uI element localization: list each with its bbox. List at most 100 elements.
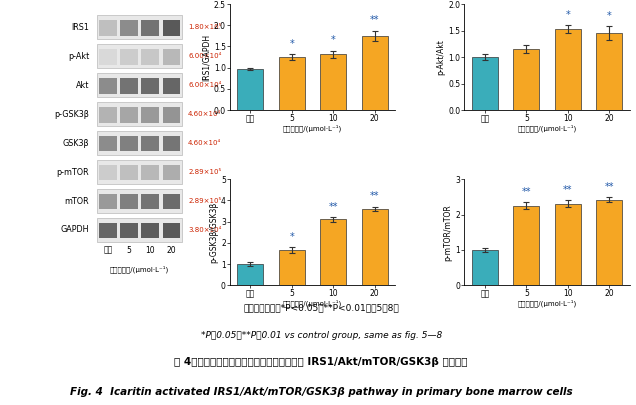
Text: *: * xyxy=(289,232,294,242)
Text: **: ** xyxy=(370,192,380,201)
Bar xyxy=(472,57,498,110)
Text: *P＜0.05　**P＜0.01 vs control group, same as fig. 5—8: *P＜0.05 **P＜0.01 vs control group, same … xyxy=(200,330,442,340)
FancyBboxPatch shape xyxy=(163,136,181,151)
Text: *: * xyxy=(289,39,294,49)
Text: 1.80×10⁵: 1.80×10⁵ xyxy=(188,24,221,30)
FancyBboxPatch shape xyxy=(141,194,159,209)
Bar xyxy=(513,206,539,285)
Bar xyxy=(321,220,346,285)
FancyBboxPatch shape xyxy=(141,136,159,151)
Bar xyxy=(555,29,581,110)
FancyBboxPatch shape xyxy=(99,223,117,239)
Text: IRS1: IRS1 xyxy=(71,23,89,32)
FancyBboxPatch shape xyxy=(141,107,159,122)
Text: Fig. 4  Icaritin activated IRS1/Akt/mTOR/GSK3β pathway in primary bone marrow ce: Fig. 4 Icaritin activated IRS1/Akt/mTOR/… xyxy=(70,387,572,397)
Bar xyxy=(555,204,581,285)
FancyBboxPatch shape xyxy=(99,136,117,151)
FancyBboxPatch shape xyxy=(120,20,138,36)
Bar xyxy=(321,54,346,110)
FancyBboxPatch shape xyxy=(97,160,182,184)
FancyBboxPatch shape xyxy=(163,49,181,64)
FancyBboxPatch shape xyxy=(120,107,138,122)
Bar xyxy=(362,36,387,110)
FancyBboxPatch shape xyxy=(141,223,159,239)
FancyBboxPatch shape xyxy=(99,165,117,181)
FancyBboxPatch shape xyxy=(97,218,182,242)
X-axis label: 淡羊蕞茄元/(μmol·L⁻¹): 淡羊蕞茄元/(μmol·L⁻¹) xyxy=(518,300,577,307)
Bar xyxy=(362,209,387,285)
Text: mTOR: mTOR xyxy=(65,196,89,205)
Text: 10: 10 xyxy=(146,245,155,255)
Text: 6.00×10⁴: 6.00×10⁴ xyxy=(188,82,221,88)
FancyBboxPatch shape xyxy=(99,107,117,122)
Text: 4.60×10⁴: 4.60×10⁴ xyxy=(188,140,221,146)
Text: 5: 5 xyxy=(127,245,132,255)
Text: **: ** xyxy=(605,181,614,192)
Text: Akt: Akt xyxy=(76,81,89,90)
FancyBboxPatch shape xyxy=(141,49,159,64)
FancyBboxPatch shape xyxy=(99,194,117,209)
FancyBboxPatch shape xyxy=(97,131,182,155)
Text: 与对照组比较：*P<0.05　**P<0.01，图5～8同: 与对照组比较：*P<0.05 **P<0.01，图5～8同 xyxy=(244,303,399,313)
X-axis label: 淡羊蕞茄元/(μmol·L⁻¹): 淡羊蕞茄元/(μmol·L⁻¹) xyxy=(518,125,577,132)
FancyBboxPatch shape xyxy=(99,78,117,94)
Text: **: ** xyxy=(563,185,572,195)
Text: p-GSK3β: p-GSK3β xyxy=(55,110,89,119)
FancyBboxPatch shape xyxy=(141,20,159,36)
Text: *: * xyxy=(565,10,570,20)
Y-axis label: IRS1/GAPDH: IRS1/GAPDH xyxy=(202,34,211,81)
FancyBboxPatch shape xyxy=(120,223,138,239)
FancyBboxPatch shape xyxy=(97,44,182,68)
Bar xyxy=(513,49,539,110)
FancyBboxPatch shape xyxy=(97,189,182,213)
Text: 4.60×10⁴: 4.60×10⁴ xyxy=(188,111,221,117)
Text: p-Akt: p-Akt xyxy=(68,52,89,61)
FancyBboxPatch shape xyxy=(99,20,117,36)
Bar xyxy=(597,33,622,110)
FancyBboxPatch shape xyxy=(163,223,181,239)
FancyBboxPatch shape xyxy=(163,194,181,209)
FancyBboxPatch shape xyxy=(163,78,181,94)
Text: 2.89×10⁵: 2.89×10⁵ xyxy=(188,169,221,175)
Text: **: ** xyxy=(329,202,338,211)
Text: **: ** xyxy=(370,15,380,26)
Text: p-mTOR: p-mTOR xyxy=(57,168,89,177)
X-axis label: 淡羊蕞茄元/(μmol·L⁻¹): 淡羊蕞茄元/(μmol·L⁻¹) xyxy=(283,300,342,307)
Text: 6.00×10⁴: 6.00×10⁴ xyxy=(188,53,221,59)
FancyBboxPatch shape xyxy=(141,78,159,94)
FancyBboxPatch shape xyxy=(120,165,138,181)
Y-axis label: p-mTOR/mTOR: p-mTOR/mTOR xyxy=(444,204,453,260)
Text: 20: 20 xyxy=(167,245,176,255)
FancyBboxPatch shape xyxy=(163,20,181,36)
Y-axis label: p-Akt/Akt: p-Akt/Akt xyxy=(436,39,445,75)
Text: *: * xyxy=(331,35,336,45)
FancyBboxPatch shape xyxy=(141,165,159,181)
FancyBboxPatch shape xyxy=(97,73,182,97)
FancyBboxPatch shape xyxy=(120,78,138,94)
Text: GSK3β: GSK3β xyxy=(63,139,89,147)
FancyBboxPatch shape xyxy=(97,102,182,126)
Text: 2.89×10⁵: 2.89×10⁵ xyxy=(188,198,221,204)
Bar xyxy=(279,57,305,110)
FancyBboxPatch shape xyxy=(163,165,181,181)
Y-axis label: p-GSK3β/GSK3β: p-GSK3β/GSK3β xyxy=(209,202,218,263)
Text: *: * xyxy=(607,11,612,21)
Bar xyxy=(597,200,622,285)
FancyBboxPatch shape xyxy=(163,107,181,122)
X-axis label: 淡羊蕞茄元/(μmol·L⁻¹): 淡羊蕞茄元/(μmol·L⁻¹) xyxy=(283,125,342,132)
Bar xyxy=(237,69,263,110)
Text: 3.80×10⁴: 3.80×10⁴ xyxy=(188,227,221,233)
FancyBboxPatch shape xyxy=(120,49,138,64)
Text: GAPDH: GAPDH xyxy=(61,226,89,234)
Text: **: ** xyxy=(522,187,531,197)
FancyBboxPatch shape xyxy=(120,136,138,151)
Text: 图 4　淡羊蕞茄元能够激活原代骨髄细胞中的 IRS1/Akt/mTOR/GSK3β 信号通路: 图 4 淡羊蕞茄元能够激活原代骨髄细胞中的 IRS1/Akt/mTOR/GSK3… xyxy=(174,357,468,367)
FancyBboxPatch shape xyxy=(99,49,117,64)
Bar xyxy=(279,250,305,285)
Text: 淡羊蕞茄元/(μmol·L⁻¹): 淡羊蕞茄元/(μmol·L⁻¹) xyxy=(110,265,169,273)
Text: 对照: 对照 xyxy=(104,245,113,255)
Bar xyxy=(237,264,263,285)
Bar xyxy=(472,250,498,285)
FancyBboxPatch shape xyxy=(97,15,182,39)
FancyBboxPatch shape xyxy=(120,194,138,209)
